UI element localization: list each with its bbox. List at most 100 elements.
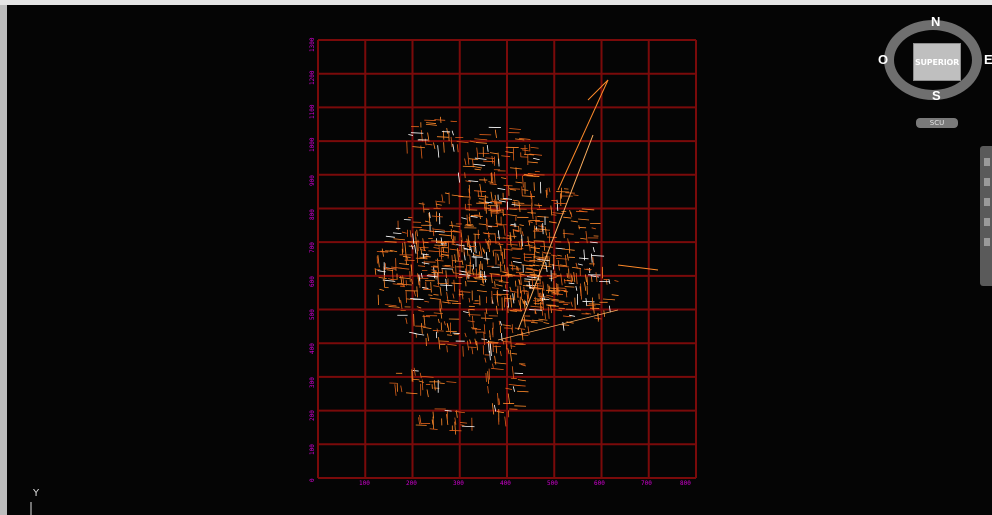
street-segment <box>562 248 575 251</box>
street-segment <box>525 300 528 306</box>
street-segment <box>466 214 469 226</box>
street-segment <box>468 180 479 183</box>
street-segment <box>592 302 595 314</box>
x-axis-label: 100 <box>359 480 370 487</box>
compass-east[interactable]: E <box>984 52 992 67</box>
street-segment <box>451 268 454 274</box>
street-segment <box>422 287 429 289</box>
street-segment <box>497 253 500 261</box>
street-segment <box>432 329 444 332</box>
zoom-icon[interactable] <box>984 198 990 206</box>
drawing-area[interactable]: 1300 1200 1100 1000 900 800 700 600 500 … <box>309 38 697 487</box>
window-top-edge <box>0 0 992 5</box>
street-segment <box>408 134 414 136</box>
street-segment <box>512 229 520 232</box>
street-segment <box>507 214 518 217</box>
street-segment <box>575 272 578 285</box>
street-segment <box>533 302 539 305</box>
street-segment <box>502 324 512 327</box>
street-segment <box>559 265 570 268</box>
street-segment <box>498 320 501 326</box>
street-segment <box>474 338 477 346</box>
ucs-menu-button[interactable]: SCU <box>916 118 958 128</box>
street-segment <box>463 311 469 314</box>
street-segment <box>429 212 431 219</box>
street-segment <box>529 273 537 276</box>
street-segment <box>464 332 467 338</box>
street-segment <box>399 263 409 265</box>
street-segment <box>435 203 442 206</box>
street-segment <box>449 224 461 227</box>
ucs-y-axis-label: Y <box>33 488 40 499</box>
street-segment <box>451 282 462 285</box>
street-segment <box>528 220 531 226</box>
street-segment <box>468 309 471 317</box>
street-segment <box>384 304 397 307</box>
street-segment <box>479 251 481 257</box>
street-segment <box>418 203 425 205</box>
street-segment <box>450 229 453 240</box>
street-segment <box>547 284 549 294</box>
street-segment <box>435 259 444 262</box>
street-segment <box>519 224 524 227</box>
street-segment <box>471 327 478 329</box>
street-segment <box>467 203 472 206</box>
street-segment <box>428 250 440 253</box>
street-segment <box>483 258 490 260</box>
street-segment <box>478 201 488 204</box>
street-segment <box>512 308 522 311</box>
orbit-icon[interactable] <box>984 218 990 226</box>
street-segment <box>465 268 468 280</box>
street-segment <box>411 278 413 285</box>
compass-north[interactable]: N <box>931 14 941 29</box>
street-segment <box>563 278 566 284</box>
street-segment <box>502 341 511 343</box>
street-segment <box>531 210 534 220</box>
street-segment <box>527 326 530 335</box>
street-segment <box>529 309 543 311</box>
drawing-canvas[interactable] <box>7 5 992 515</box>
compass-west[interactable]: O <box>878 52 889 67</box>
map-drawing <box>317 39 697 479</box>
street-segment <box>550 205 553 216</box>
ucs-axis-icon <box>30 502 32 515</box>
street-segment <box>412 378 420 381</box>
street-segment <box>503 224 506 236</box>
navigation-bar[interactable] <box>980 146 992 286</box>
y-axis-label: 0 <box>309 478 316 482</box>
street-segment <box>540 264 547 267</box>
street-segment <box>526 276 537 279</box>
street-segment <box>439 308 443 319</box>
street-segment <box>510 345 516 347</box>
viewcube[interactable]: SUPERIOR N S O E SCU <box>876 10 992 135</box>
street-segment <box>408 241 417 244</box>
street-segment <box>522 195 535 198</box>
pan-icon[interactable] <box>984 178 990 186</box>
street-segment <box>487 234 490 241</box>
showmotion-icon[interactable] <box>984 238 990 246</box>
street-segment <box>392 283 405 286</box>
street-segment <box>458 293 464 296</box>
street-segment <box>474 278 488 281</box>
street-segment <box>534 228 540 231</box>
street-segment <box>432 227 435 237</box>
street-segment <box>466 340 469 351</box>
street-segment <box>507 393 511 404</box>
street-segment <box>563 216 572 219</box>
street-segment <box>474 138 488 141</box>
compass-ring[interactable] <box>884 20 982 100</box>
street-segment <box>512 228 515 239</box>
street-segment <box>489 209 502 211</box>
compass-south[interactable]: S <box>932 88 941 103</box>
street-segment <box>483 160 495 163</box>
street-segment <box>468 297 471 303</box>
street-segment <box>477 195 489 198</box>
street-segment <box>456 244 465 247</box>
viewcube-face-top[interactable]: SUPERIOR <box>913 43 961 81</box>
steering-wheel-icon[interactable] <box>984 158 990 166</box>
street-segment <box>423 314 426 326</box>
street-segment <box>514 327 526 330</box>
street-segment <box>423 326 432 330</box>
street-segment <box>469 213 471 224</box>
street-segment <box>547 305 559 307</box>
